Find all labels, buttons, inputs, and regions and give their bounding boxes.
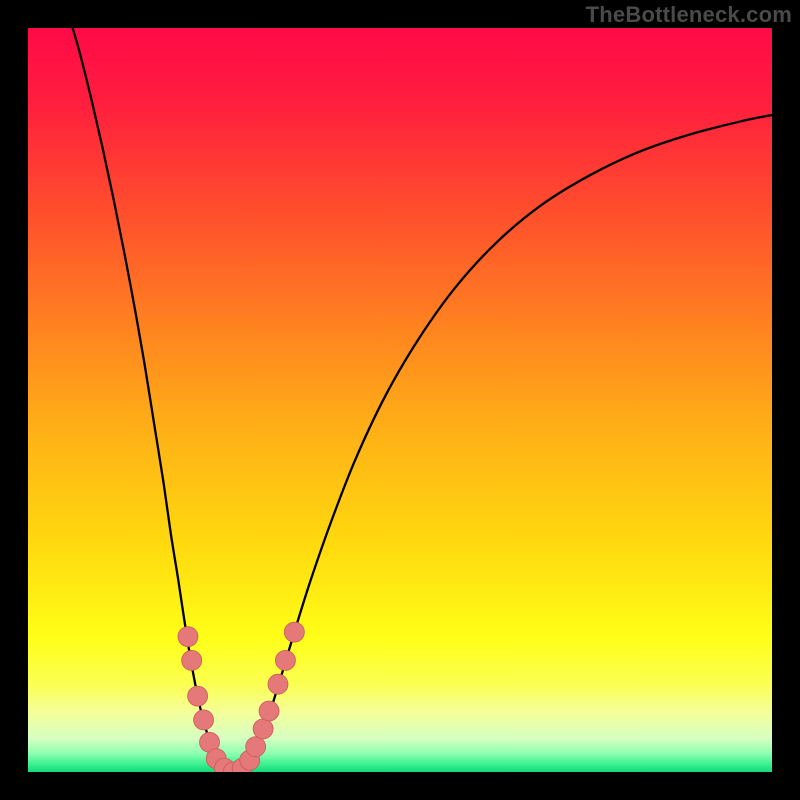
gradient-background xyxy=(28,28,772,772)
data-marker xyxy=(253,719,273,739)
watermark-text: TheBottleneck.com xyxy=(586,2,792,28)
data-marker xyxy=(194,710,214,730)
plot-svg xyxy=(0,0,800,800)
data-marker xyxy=(284,622,304,642)
data-marker xyxy=(246,737,266,757)
data-marker xyxy=(188,686,208,706)
data-marker xyxy=(275,650,295,670)
data-marker xyxy=(268,674,288,694)
data-marker xyxy=(178,627,198,647)
figure-frame: TheBottleneck.com xyxy=(0,0,800,800)
data-marker xyxy=(182,650,202,670)
data-marker xyxy=(259,701,279,721)
